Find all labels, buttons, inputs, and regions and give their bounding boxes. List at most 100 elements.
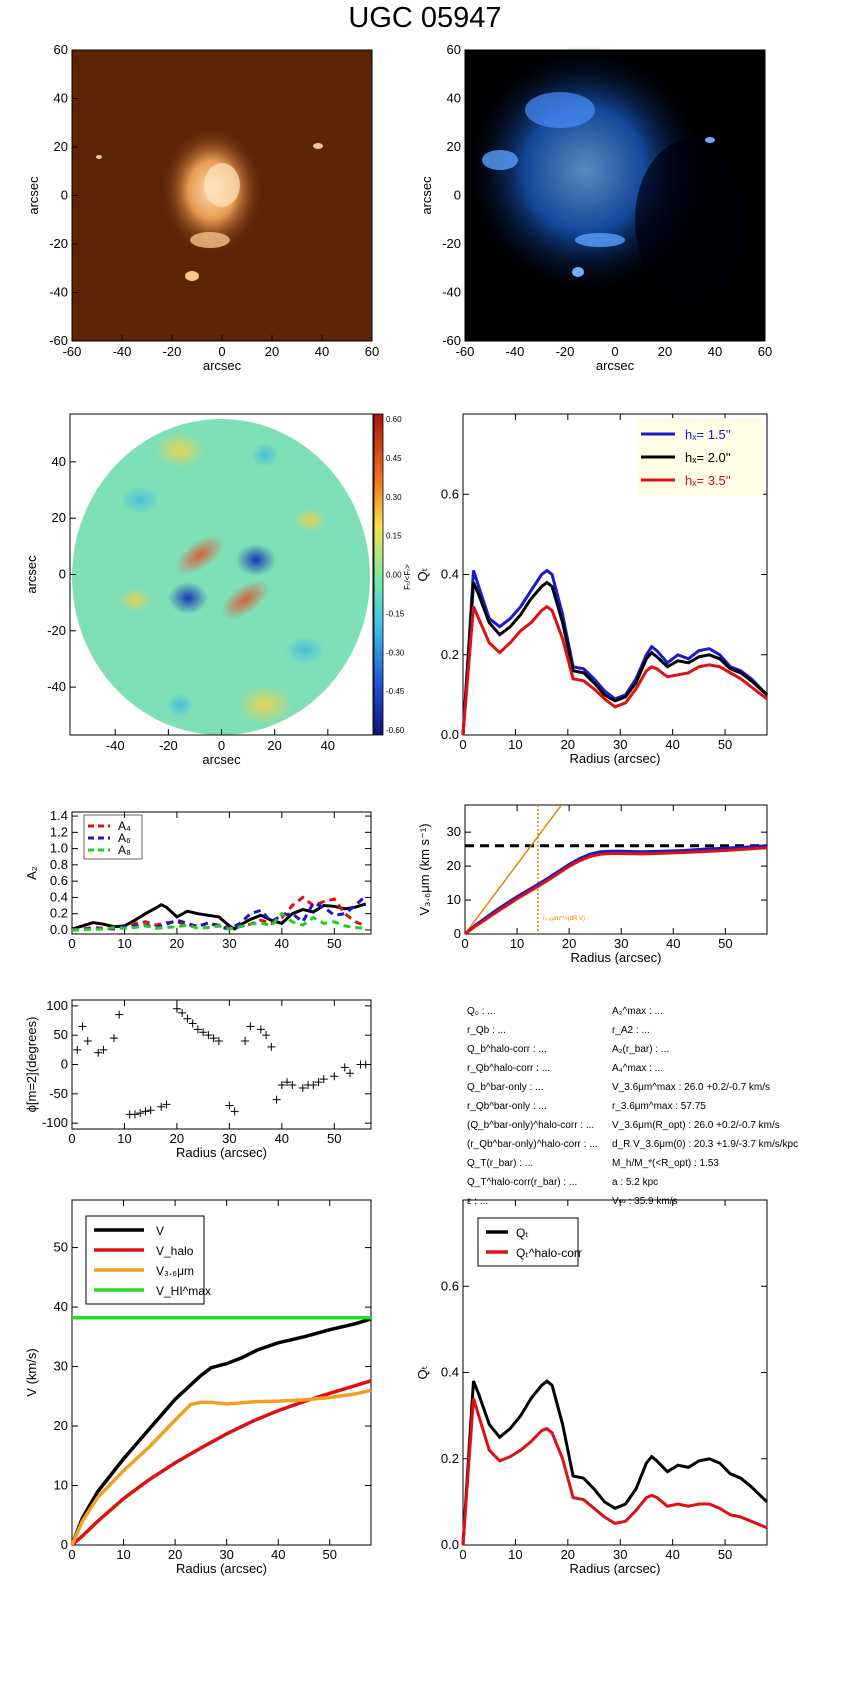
- qt-hz-chart: 0 10 20 30 40 50 0.0 0.2 0.4 0.6 Radius (arcsec) Qₜ…: [415, 413, 769, 766]
- param-left: Q_T(r_bar) : ...: [467, 1158, 533, 1169]
- y-tick-label: 1.2: [50, 824, 68, 839]
- x-tick-label: 20: [561, 1547, 575, 1562]
- plot-frame: [71, 999, 372, 1130]
- legend-box: [477, 1217, 579, 1267]
- inner-slope-line: [465, 805, 563, 934]
- y-axis-label: Qₜ: [415, 1365, 430, 1379]
- x-tick-label: 20: [267, 738, 281, 753]
- legend-label: A₆: [118, 831, 131, 845]
- series-line: [70, 1317, 372, 1546]
- x-tick-label: 0: [459, 737, 466, 752]
- blue-dark-region: [635, 140, 745, 300]
- y-axis-label: arcsec: [24, 555, 39, 594]
- param-left: Q_T^halo-corr(r_bar) : ...: [467, 1177, 577, 1188]
- plot-frame: [71, 811, 372, 935]
- scatter-point: [241, 1037, 250, 1046]
- scatter-point: [230, 1107, 239, 1116]
- y-tick-label: -60: [49, 333, 68, 348]
- scatter-point: [340, 1063, 349, 1072]
- legend-label: Qₜ^halo-corr: [516, 1246, 582, 1260]
- legend-label: A₄: [118, 819, 131, 833]
- orange-knot: [185, 271, 199, 281]
- x-axis-label: arcsec: [596, 358, 635, 373]
- param-right: A₂(r_bar) : ...: [612, 1044, 669, 1055]
- y-tick-label: 0.2: [441, 1451, 459, 1466]
- scatter-point: [288, 1081, 297, 1090]
- blue-bright-knot: [482, 150, 518, 170]
- legend-label: hₓ= 3.5'': [685, 473, 731, 488]
- scatter-point: [214, 1037, 223, 1046]
- x-tick-label: 0: [611, 344, 618, 359]
- rotation-curve-chart: 0 10 20 30 40 50 0 10 20 30 40 50 Radius (arcsec) V (…: [24, 1199, 372, 1576]
- series-line: [464, 846, 768, 936]
- y-tick-label: 0: [454, 188, 461, 203]
- ratio-blob-cyan: [251, 443, 279, 467]
- param-left: (Q_b^bar-only)^halo-corr : ...: [467, 1120, 594, 1131]
- y-tick-label: 60: [447, 42, 461, 57]
- param-left: r_Qb : ...: [467, 1025, 506, 1036]
- legend-box: [83, 814, 143, 860]
- scatter-point: [183, 1014, 192, 1023]
- scatter-point: [130, 1110, 139, 1119]
- x-tick-label: 50: [718, 737, 732, 752]
- x-tick-label: 20: [168, 1547, 182, 1562]
- x-tick-label: 30: [219, 1547, 233, 1562]
- legend-label: V: [156, 1224, 164, 1238]
- x-axis-label: Radius (arcsec): [569, 751, 660, 766]
- param-right: V_3.6μm(R_opt) : 26.0 +0.2/-0.7 km/s: [612, 1120, 780, 1131]
- series-line: [70, 1379, 372, 1547]
- x-tick-label: 50: [327, 936, 341, 951]
- y-axis-label: ϕ[m=2](degrees): [24, 1017, 39, 1113]
- series-line: [461, 1379, 769, 1546]
- x-axis-label: Radius (arcsec): [569, 1561, 660, 1576]
- x-tick-label: 40: [275, 936, 289, 951]
- scatter-point: [99, 1045, 108, 1054]
- scatter-point: [199, 1028, 208, 1037]
- y-tick-label: 0.4: [50, 889, 68, 904]
- scatter-point: [246, 1022, 255, 1031]
- x-tick-label: 40: [666, 936, 680, 951]
- scatter-point: [225, 1101, 234, 1110]
- y-tick-label: 0.6: [441, 486, 459, 501]
- y-tick-label: 0.0: [441, 727, 459, 742]
- series-line: [461, 580, 769, 736]
- x-tick-label: -40: [506, 344, 525, 359]
- ratio-blob-blue: [236, 544, 276, 576]
- scatter-point: [209, 1034, 218, 1043]
- y-tick-label: 10: [447, 892, 461, 907]
- x-axis-label: Radius (arcsec): [570, 950, 661, 965]
- scatter-point: [277, 1081, 286, 1090]
- phase-angle-chart: 0 10 20 30 40 50 -100 -50 0 50 100 Radius (arcsec) ϕ…: [24, 998, 372, 1160]
- ratio-map-panel: [69, 413, 384, 736]
- series-line: [461, 568, 769, 736]
- legend-label: V₃.₆μm: [156, 1264, 194, 1278]
- y-tick-label: 60: [54, 42, 68, 57]
- series-line: [72, 911, 366, 932]
- y-tick-label: 50: [54, 1027, 68, 1042]
- x-tick-label: 0: [68, 1547, 75, 1562]
- scatter-point: [256, 1025, 265, 1034]
- scatter-point: [146, 1106, 155, 1115]
- scatter-point: [319, 1075, 328, 1084]
- scatter-point: [141, 1107, 150, 1116]
- y-tick-label: 0.4: [441, 1365, 459, 1380]
- scatter-point: [136, 1109, 145, 1118]
- x-tick-label: -60: [456, 344, 475, 359]
- x-tick-label: 50: [718, 1547, 732, 1562]
- y-tick-label: 0: [59, 567, 66, 582]
- blue-image-panel: [464, 45, 766, 342]
- colorbar-tick-label: -0.15: [386, 609, 405, 618]
- param-left: r_Qb^bar-only : ...: [467, 1101, 547, 1112]
- orange-knot: [190, 232, 230, 248]
- y-tick-label: 1.0: [50, 841, 68, 856]
- x-tick-label: 0: [461, 936, 468, 951]
- series-line: [464, 844, 768, 936]
- qt-halo-chart: 0 10 20 30 40 50 0.0 0.2 0.4 0.6 Radius (arcsec) Qₜ…: [415, 1199, 769, 1576]
- scatter-point: [188, 1019, 197, 1028]
- orange-knot: [96, 155, 102, 159]
- colorbar-tick-label: 0.45: [386, 454, 402, 463]
- y-tick-label: 50: [54, 1240, 68, 1255]
- scatter-point: [193, 1025, 202, 1034]
- x-tick-label: 10: [116, 1547, 130, 1562]
